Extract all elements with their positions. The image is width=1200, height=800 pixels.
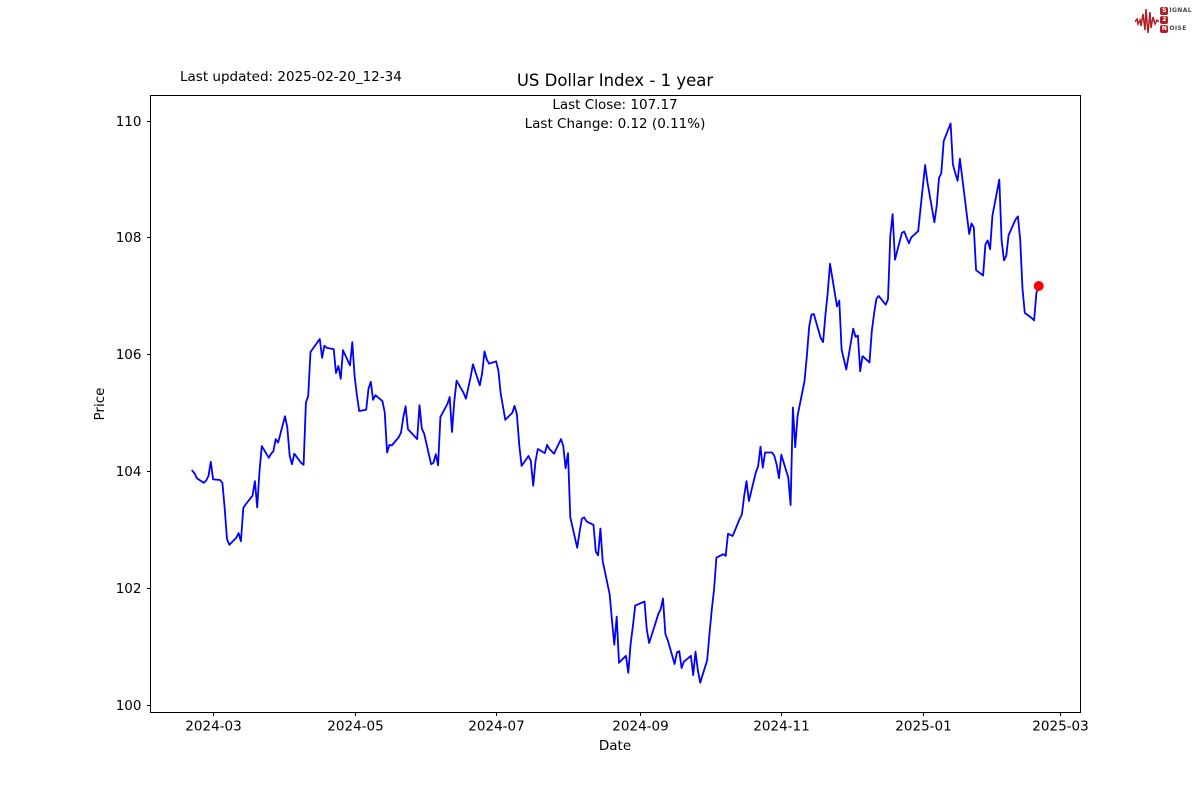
y-tick-label: 100 (116, 698, 142, 714)
signal2noise-logo: S IGNAL 2 N OISE (1135, 4, 1192, 36)
chart-title: US Dollar Index - 1 year (516, 71, 714, 90)
waveform-icon (1135, 8, 1160, 34)
y-tick-label: 110 (116, 114, 142, 130)
y-tick-label: 108 (116, 230, 142, 246)
logo-word-signal: IGNAL (1169, 7, 1192, 14)
last-updated-note: Last updated: 2025-02-20_12-34 (180, 69, 402, 85)
logo-text: S IGNAL 2 N OISE (1160, 7, 1192, 33)
last-change-text: Last Change: 0.12 (0.11%) (524, 115, 706, 132)
logo-letter-2: 2 (1160, 16, 1169, 24)
x-tick-label: 2024-07 (468, 719, 524, 735)
logo-word-noise: OISE (1169, 25, 1187, 32)
x-tick-label: 2024-03 (185, 719, 241, 735)
x-tick-label: 2025-01 (895, 719, 951, 735)
y-tick-label: 106 (116, 347, 142, 363)
logo-letter-s: S (1160, 7, 1169, 15)
logo-letter-n: N (1160, 25, 1169, 33)
x-tick-label: 2024-09 (612, 719, 668, 735)
y-tick-label: 104 (116, 464, 142, 480)
price-line (191, 122, 1040, 684)
chart-annotation: Last Close: 107.17 Last Change: 0.12 (0.… (150, 96, 1080, 133)
last-close-marker (1033, 280, 1044, 291)
x-tick-label: 2024-05 (327, 719, 383, 735)
x-tick-label: 2024-11 (753, 719, 809, 735)
plot-border (150, 95, 1081, 713)
x-tick-label: 2025-03 (1032, 719, 1088, 735)
last-close-text: Last Close: 107.17 (552, 97, 678, 113)
y-tick-label: 102 (116, 581, 142, 597)
x-axis-label: Date (598, 738, 632, 754)
